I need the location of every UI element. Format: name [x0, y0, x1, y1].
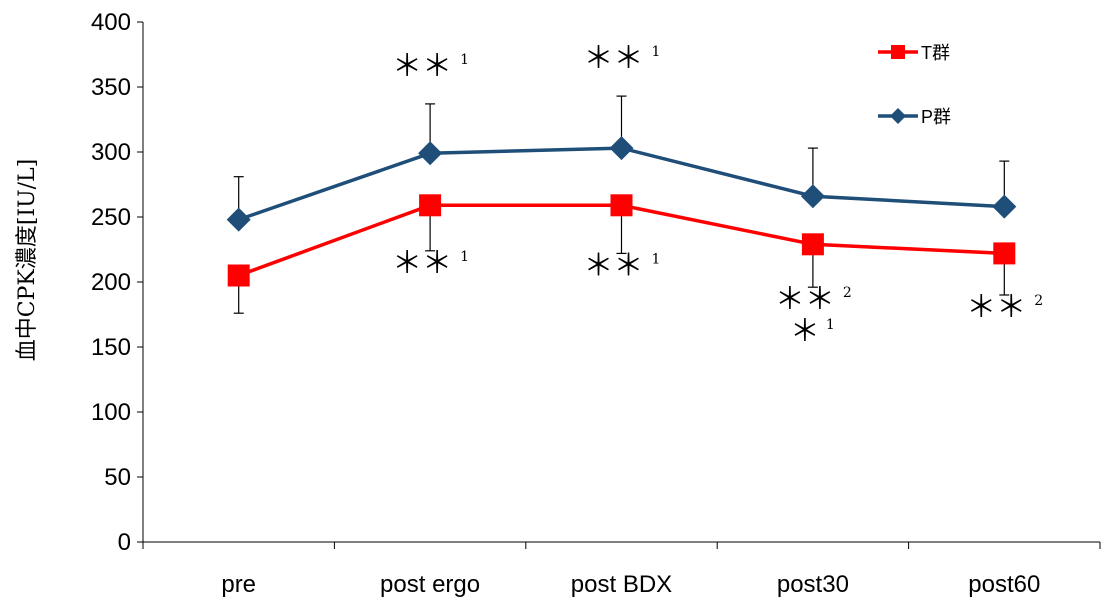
- series-markers: [226, 136, 1017, 287]
- x-axis-categories: pre post ergo post BDX post30 post60: [142, 542, 1101, 598]
- legend: T群 P群: [878, 43, 951, 127]
- significance-superscript: 1: [826, 317, 835, 333]
- data-point-square: [891, 45, 905, 59]
- significance-superscript: 2: [1034, 293, 1043, 309]
- legend-label: P群: [921, 107, 951, 127]
- y-tick-label: 50: [104, 464, 131, 491]
- data-point-diamond: [890, 108, 906, 124]
- significance-superscript: 2: [843, 285, 852, 301]
- data-point-square: [801, 233, 824, 256]
- significance-mark: ＊＊: [392, 246, 452, 281]
- data-point-square: [993, 242, 1016, 265]
- y-tick-label: 0: [118, 529, 131, 556]
- y-tick-label: 400: [91, 9, 131, 36]
- x-category-label: post BDX: [571, 571, 672, 598]
- y-tick-label: 350: [91, 74, 131, 101]
- data-point-square: [419, 194, 442, 217]
- y-axis-label: 血中CPK濃度[IU/L]: [15, 159, 40, 362]
- y-tick-label: 150: [91, 334, 131, 361]
- data-point-diamond: [226, 207, 251, 232]
- significance-superscript: 1: [652, 44, 661, 60]
- significance-superscript: 1: [460, 52, 469, 68]
- significance-mark: ＊: [790, 314, 820, 349]
- x-category-label: post60: [968, 571, 1040, 598]
- data-point-square: [610, 194, 633, 217]
- x-category-label: post30: [777, 571, 849, 598]
- data-point-diamond: [609, 136, 634, 161]
- x-category-label: post ergo: [380, 571, 480, 598]
- significance-mark: ＊＊: [584, 248, 644, 283]
- data-point-diamond: [418, 141, 443, 166]
- significance-superscript: 1: [652, 251, 661, 267]
- data-point-square: [227, 264, 250, 287]
- data-point-diamond: [992, 194, 1017, 219]
- significance-mark: ＊＊: [775, 282, 835, 317]
- significance-mark: ＊＊: [966, 290, 1026, 325]
- y-tick-label: 300: [91, 139, 131, 166]
- x-category-label: pre: [221, 571, 256, 598]
- data-point-diamond: [800, 184, 825, 209]
- significance-mark: ＊＊: [584, 41, 644, 76]
- y-axis-ticks: 0 50 100 150 200 250 300 350 400: [91, 9, 143, 556]
- legend-label: T群: [921, 43, 950, 63]
- significance-annotations: ＊＊ 1 ＊＊ 1＊＊ 1 ＊＊ 1＊＊ 2＊ 1＊＊ 2: [392, 41, 1043, 349]
- significance-superscript: 1: [460, 249, 469, 265]
- y-tick-label: 200: [91, 269, 131, 296]
- y-tick-label: 250: [91, 204, 131, 231]
- significance-mark: ＊＊: [392, 49, 452, 84]
- y-tick-label: 100: [91, 399, 131, 426]
